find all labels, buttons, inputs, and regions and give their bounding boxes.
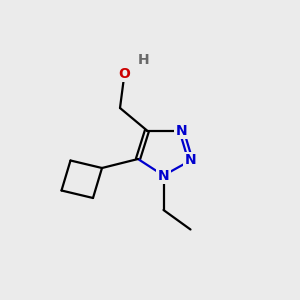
- Text: N: N: [185, 154, 196, 167]
- Text: N: N: [176, 124, 187, 137]
- Text: H: H: [138, 53, 150, 67]
- Text: O: O: [118, 67, 130, 80]
- Text: N: N: [158, 169, 169, 182]
